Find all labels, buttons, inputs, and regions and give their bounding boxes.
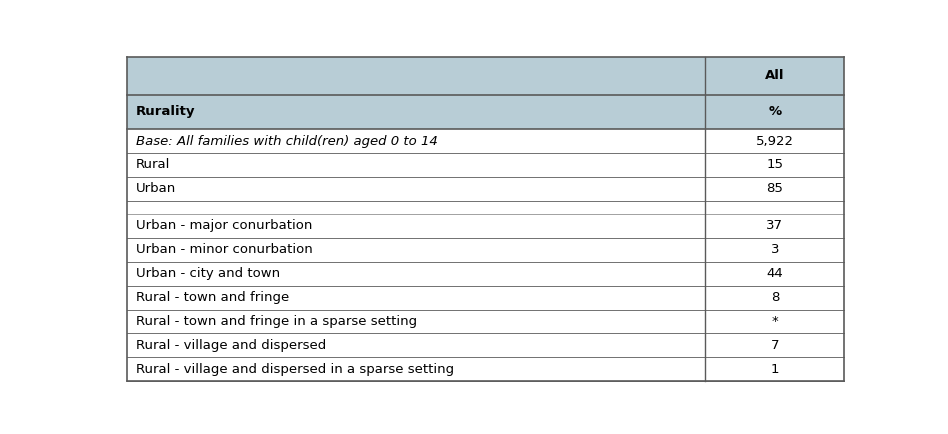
Text: Rural: Rural (137, 158, 171, 171)
Text: Rural - town and fringe in a sparse setting: Rural - town and fringe in a sparse sett… (137, 315, 417, 328)
Bar (127, 333, 705, 357)
Bar (705, 201, 845, 214)
Text: Urban - major conurbation: Urban - major conurbation (137, 219, 313, 232)
Bar (705, 262, 845, 286)
Text: 7: 7 (771, 339, 779, 352)
Bar (705, 238, 845, 262)
Text: Base: All families with child(ren) aged 0 to 14: Base: All families with child(ren) aged … (137, 135, 438, 148)
Text: Urban - minor conurbation: Urban - minor conurbation (137, 243, 313, 256)
Text: 37: 37 (766, 219, 783, 232)
Bar (705, 357, 845, 381)
Text: %: % (768, 105, 781, 118)
Text: 1: 1 (771, 363, 779, 376)
Bar (705, 286, 845, 309)
Bar (127, 95, 705, 129)
Bar (127, 177, 705, 201)
Text: Rural - village and dispersed in a sparse setting: Rural - village and dispersed in a spars… (137, 363, 454, 376)
Bar (127, 57, 705, 95)
Bar (705, 333, 845, 357)
Text: 85: 85 (766, 182, 783, 195)
Text: 44: 44 (766, 267, 783, 280)
Text: Rurality: Rurality (137, 105, 195, 118)
Text: Urban - city and town: Urban - city and town (137, 267, 281, 280)
Text: 5,922: 5,922 (756, 135, 793, 148)
Bar (705, 177, 845, 201)
Bar (705, 309, 845, 333)
Bar (705, 214, 845, 238)
Bar (127, 129, 705, 153)
Bar (127, 309, 705, 333)
Text: Rural - town and fringe: Rural - town and fringe (137, 291, 289, 304)
Text: 15: 15 (766, 158, 783, 171)
Bar (705, 57, 845, 95)
Text: Urban: Urban (137, 182, 176, 195)
Bar (127, 262, 705, 286)
Text: *: * (772, 315, 778, 328)
Bar (705, 95, 845, 129)
Text: 8: 8 (771, 291, 779, 304)
Text: All: All (765, 69, 785, 82)
Bar (127, 201, 705, 214)
Bar (705, 153, 845, 177)
Bar (127, 286, 705, 309)
Bar (127, 357, 705, 381)
Bar (127, 153, 705, 177)
Bar (127, 214, 705, 238)
Bar (705, 129, 845, 153)
Text: Rural - village and dispersed: Rural - village and dispersed (137, 339, 326, 352)
Text: 3: 3 (771, 243, 779, 256)
Bar (127, 238, 705, 262)
